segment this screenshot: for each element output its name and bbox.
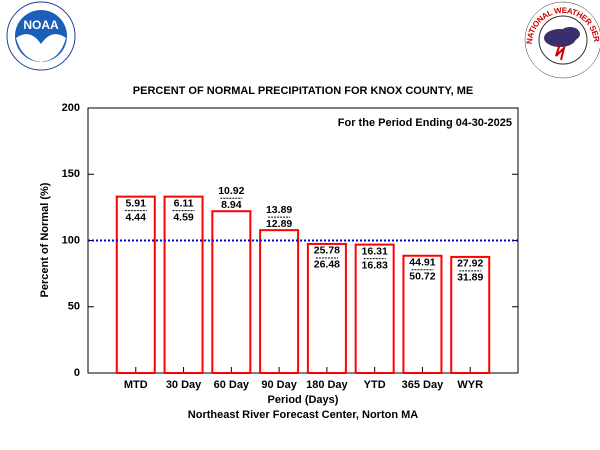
- x-tick-label: 30 Day: [166, 379, 202, 391]
- x-tick-label: 365 Day: [402, 379, 444, 391]
- x-tick-label: 60 Day: [214, 379, 250, 391]
- x-tick-label: 90 Day: [261, 379, 297, 391]
- y-tick-label: 100: [62, 234, 80, 246]
- bar: [306, 242, 347, 374]
- x-tick-label: 180 Day: [306, 379, 348, 391]
- observed-label: 44.91: [409, 257, 435, 269]
- normal-label: 16.83: [362, 259, 388, 271]
- x-axis-label: Period (Days): [268, 394, 339, 406]
- x-tick-label: MTD: [124, 379, 148, 391]
- bar: [402, 254, 443, 374]
- chart-subtitle: For the Period Ending 04-30-2025: [338, 117, 512, 129]
- observed-label: 6.11: [174, 197, 194, 209]
- x-tick-label: YTD: [364, 379, 386, 391]
- logo-text: NOAA: [23, 18, 59, 32]
- bar: [115, 195, 156, 374]
- bar: [211, 210, 252, 374]
- observed-label: 16.31: [362, 245, 388, 257]
- bar: [354, 243, 395, 374]
- logo-text: NATIONAL WEATHER SERVICE: [0, 0, 600, 44]
- chart-title: PERCENT OF NORMAL PRECIPITATION FOR KNOX…: [133, 85, 473, 97]
- observed-label: 27.92: [457, 258, 483, 270]
- y-axis-label: Percent of Normal (%): [39, 182, 51, 297]
- normal-label: 4.44: [126, 211, 147, 223]
- nws-logo: NATIONAL WEATHER SERVICE: [0, 0, 600, 79]
- logo-text-path: NATIONAL WEATHER SERVICE: [0, 0, 600, 44]
- y-tick-label: 200: [62, 102, 80, 114]
- normal-label: 12.89: [266, 218, 292, 230]
- observed-label: 5.91: [126, 197, 147, 209]
- x-tick-label: WYR: [457, 379, 483, 391]
- normal-label: 4.59: [173, 211, 194, 223]
- bar: [163, 195, 204, 374]
- observed-label: 13.89: [266, 204, 292, 216]
- y-tick-label: 150: [62, 168, 80, 180]
- normal-label: 31.89: [457, 272, 483, 284]
- observed-label: 10.92: [218, 185, 244, 197]
- noaa-logo: NOAA: [6, 1, 76, 71]
- observed-label: 25.78: [314, 245, 340, 257]
- normal-label: 26.48: [314, 259, 340, 271]
- bar: [450, 255, 491, 374]
- y-tick-label: 0: [74, 367, 80, 379]
- normal-label: 50.72: [409, 271, 435, 283]
- bar: [259, 229, 300, 374]
- normal-label: 8.94: [221, 199, 242, 211]
- footer: Northeast River Forecast Center, Norton …: [188, 409, 418, 421]
- y-tick-label: 50: [68, 301, 80, 313]
